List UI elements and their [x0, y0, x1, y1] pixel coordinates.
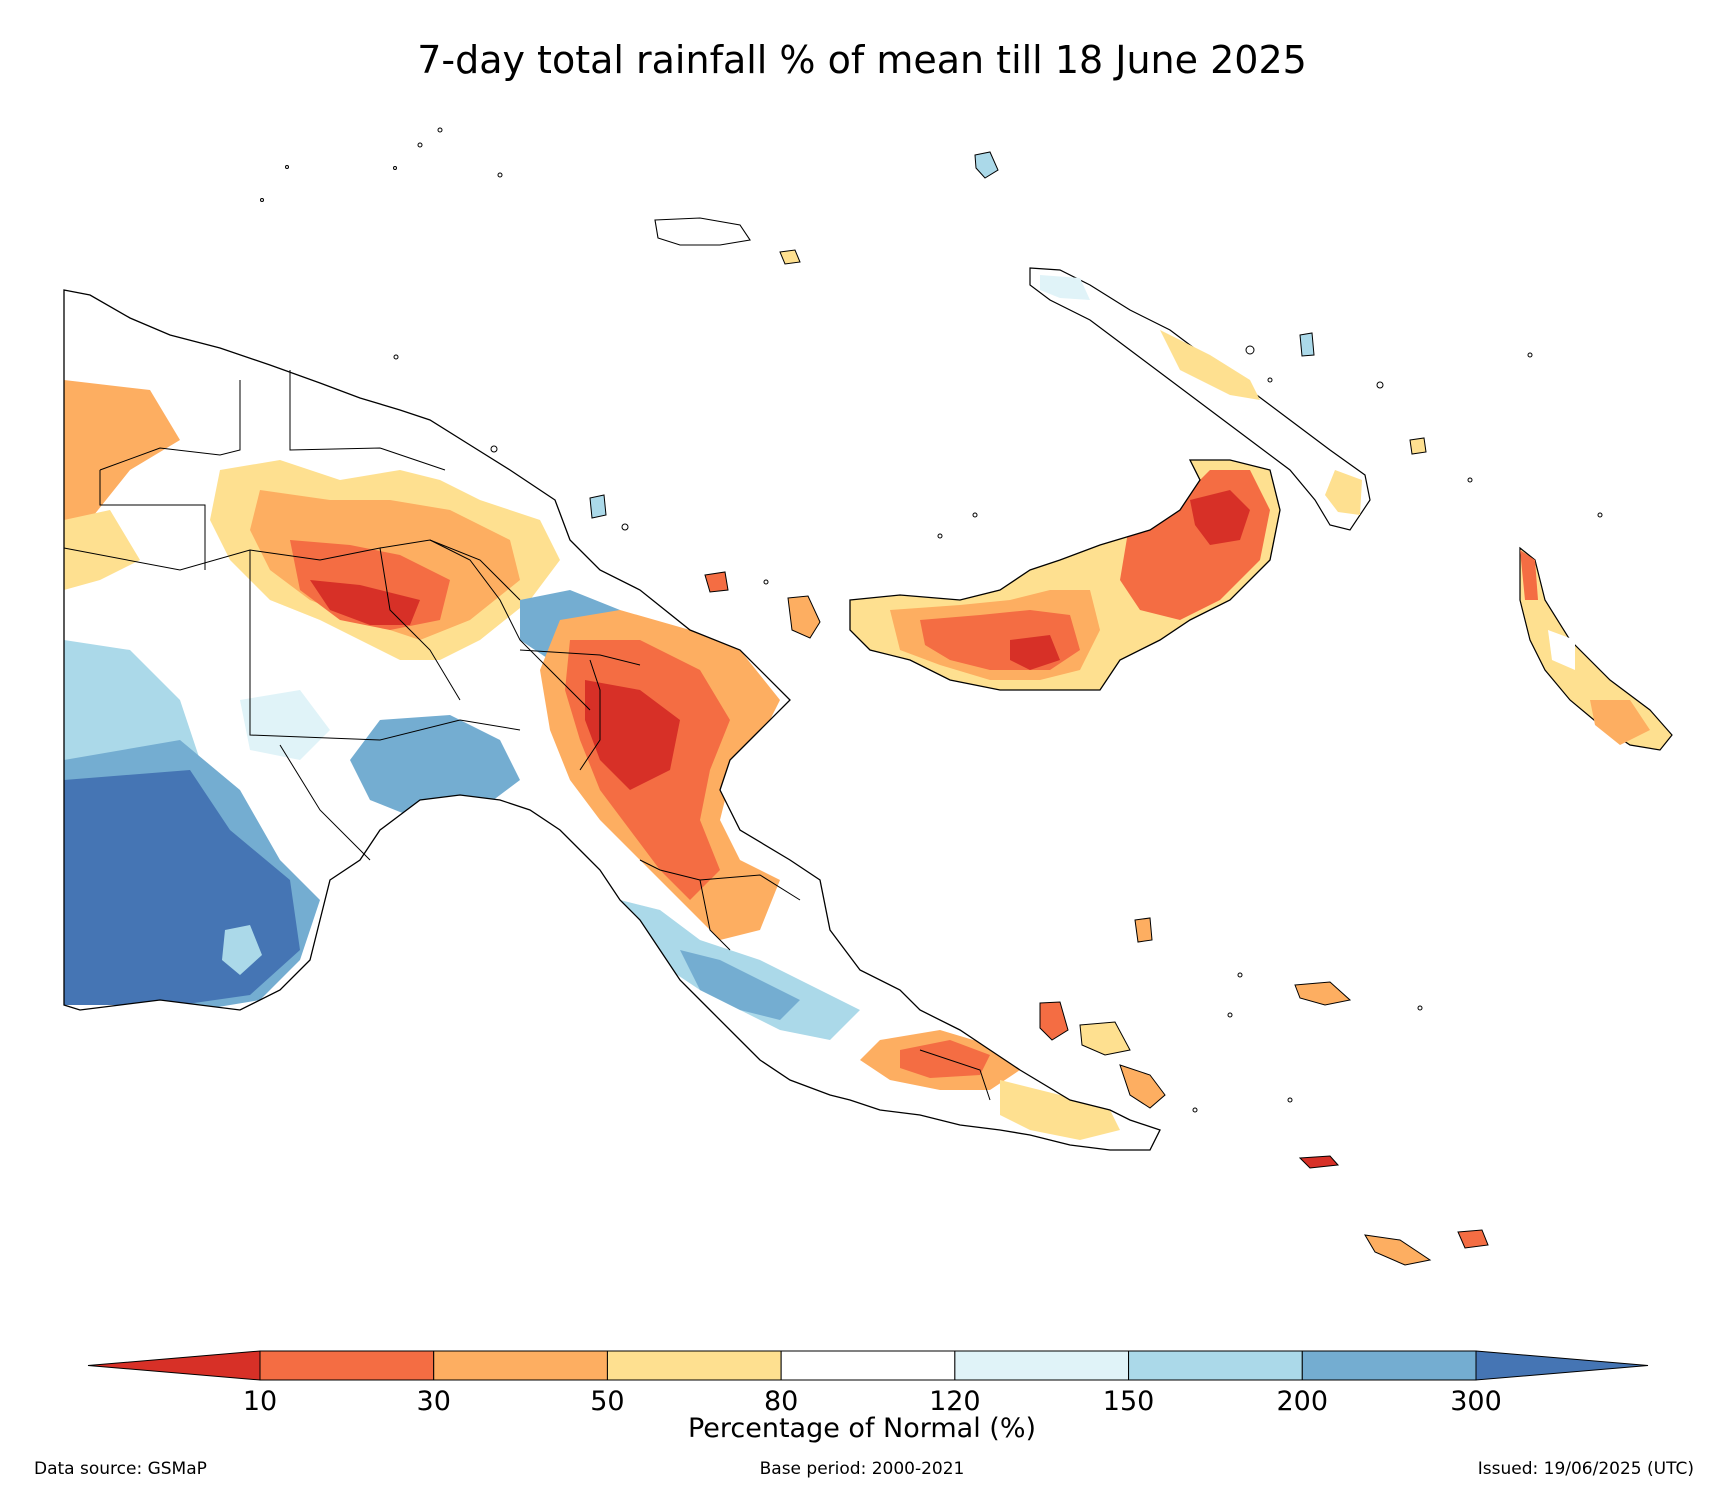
colorbar-tick-label: 80: [764, 1386, 798, 1417]
rainfall-map: [63, 127, 1673, 1266]
colorbar-tick-label: 50: [590, 1386, 624, 1417]
colorbar-bin: [1301, 1350, 1477, 1381]
colorbar-bin: [954, 1350, 1130, 1381]
colorbar-tick-label: 10: [243, 1386, 277, 1417]
colorbar-bin: [780, 1350, 956, 1381]
colorbar-over-arrow: [1475, 1350, 1649, 1381]
colorbar-tick-label: 200: [1277, 1386, 1329, 1417]
colorbar-tick-label: 30: [417, 1386, 451, 1417]
base-period-note: Base period: 2000-2021: [759, 1459, 965, 1479]
issued-date-note: Issued: 19/06/2025 (UTC): [1477, 1459, 1694, 1479]
colorbar-bin: [259, 1350, 435, 1381]
colorbar-label: Percentage of Normal (%): [687, 1413, 1037, 1444]
colorbar-bin: [1128, 1350, 1303, 1381]
map-title: 7-day total rainfall % of mean till 18 J…: [417, 38, 1307, 82]
colorbar-bin: [433, 1350, 608, 1381]
colorbar-tick-label: 300: [1450, 1386, 1502, 1417]
colorbar-under-arrow: [87, 1350, 261, 1381]
colorbar-bin: [606, 1350, 782, 1381]
colorbar-tick-label: 120: [929, 1386, 981, 1417]
data-source-note: Data source: GSMaP: [34, 1459, 207, 1479]
colorbar-tick-label: 150: [1103, 1386, 1155, 1417]
